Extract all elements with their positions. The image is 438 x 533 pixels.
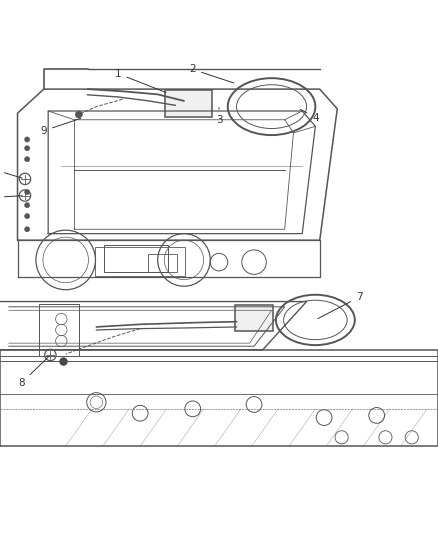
Text: 1: 1 [115, 69, 166, 93]
Circle shape [75, 111, 82, 118]
Text: 6: 6 [0, 192, 22, 203]
Text: 9: 9 [40, 118, 81, 136]
Circle shape [25, 214, 30, 219]
Text: 4: 4 [300, 109, 319, 123]
Text: 3: 3 [215, 108, 223, 125]
FancyBboxPatch shape [165, 90, 212, 117]
Circle shape [25, 227, 30, 232]
Circle shape [60, 358, 67, 366]
Circle shape [25, 157, 30, 162]
Text: 2: 2 [189, 64, 234, 83]
Text: 7: 7 [318, 292, 363, 319]
Circle shape [25, 203, 30, 208]
Circle shape [25, 146, 30, 151]
FancyBboxPatch shape [235, 304, 273, 332]
Circle shape [25, 137, 30, 142]
Text: 8: 8 [18, 357, 48, 387]
Circle shape [25, 189, 30, 195]
Text: 5: 5 [0, 165, 22, 178]
